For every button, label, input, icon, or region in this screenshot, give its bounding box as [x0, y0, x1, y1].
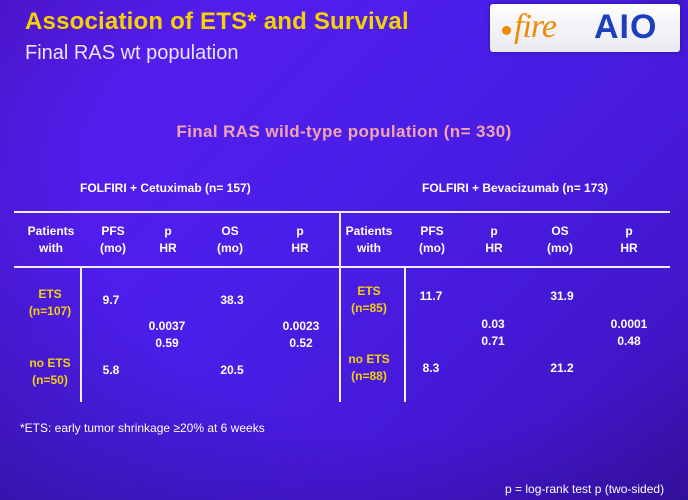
row-label-ets: ETS (n=85) — [351, 284, 387, 315]
column-header-p-hr: p HR — [485, 224, 503, 255]
pfs-p-hr-value: 0.03 0.71 — [481, 317, 505, 348]
column-header-os: OS (mo) — [217, 224, 243, 255]
group-label-bevacizumab: FOLFIRI + Bevacizumab (n= 173) — [422, 181, 609, 195]
logo-dot-icon — [502, 26, 511, 35]
ets-pfs-value: 9.7 — [102, 293, 120, 307]
column-header-p-hr: p HR — [291, 224, 309, 255]
row-label-no-ets: no ETS (n=88) — [348, 352, 390, 383]
row-label-ets: ETS (n=107) — [28, 287, 72, 318]
column-header-pfs: PFS (mo) — [419, 224, 445, 255]
os-p-hr-value: 0.0001 0.48 — [610, 317, 648, 348]
table-title: Final RAS wild-type population (n= 330) — [176, 122, 512, 141]
slide-subtitle: Final RAS wt population — [25, 42, 239, 64]
ets-pfs-value: 11.7 — [419, 289, 443, 303]
ets-os-value: 31.9 — [550, 289, 574, 303]
right-row-label-divider — [404, 266, 406, 402]
no-ets-pfs-value: 5.8 — [102, 363, 120, 377]
no-ets-os-value: 20.5 — [220, 363, 244, 377]
column-header-pfs: PFS (mo) — [100, 224, 126, 255]
table-top-rule — [14, 211, 670, 213]
table-header-rule — [14, 266, 670, 268]
p-value-legend: p = log-rank test p (two-sided) — [505, 482, 665, 496]
pfs-p-hr-value: 0.0037 0.59 — [148, 319, 186, 350]
logo-aio-text: AIO — [594, 8, 658, 46]
row-label-no-ets: no ETS (n=50) — [29, 356, 71, 387]
column-header-os: OS (mo) — [547, 224, 573, 255]
logo-fire-text: fire — [514, 8, 557, 45]
column-header-patients: Patients with — [27, 224, 75, 255]
column-header-patients: Patients with — [345, 224, 393, 255]
fire-aio-logo: fire AIO — [490, 4, 680, 52]
no-ets-os-value: 21.2 — [550, 361, 574, 375]
column-header-p-hr: p HR — [620, 224, 638, 255]
os-p-hr-value: 0.0023 0.52 — [282, 319, 320, 350]
no-ets-pfs-value: 8.3 — [422, 361, 440, 375]
left-row-label-divider — [80, 266, 82, 402]
ets-os-value: 38.3 — [220, 293, 244, 307]
column-header-p-hr: p HR — [159, 224, 177, 255]
ets-footnote: *ETS: early tumor shrinkage ≥20% at 6 we… — [20, 421, 265, 435]
group-divider — [339, 211, 341, 402]
group-label-cetuximab: FOLFIRI + Cetuximab (n= 157) — [80, 181, 251, 195]
slide-title: Association of ETS* and Survival — [25, 8, 409, 35]
